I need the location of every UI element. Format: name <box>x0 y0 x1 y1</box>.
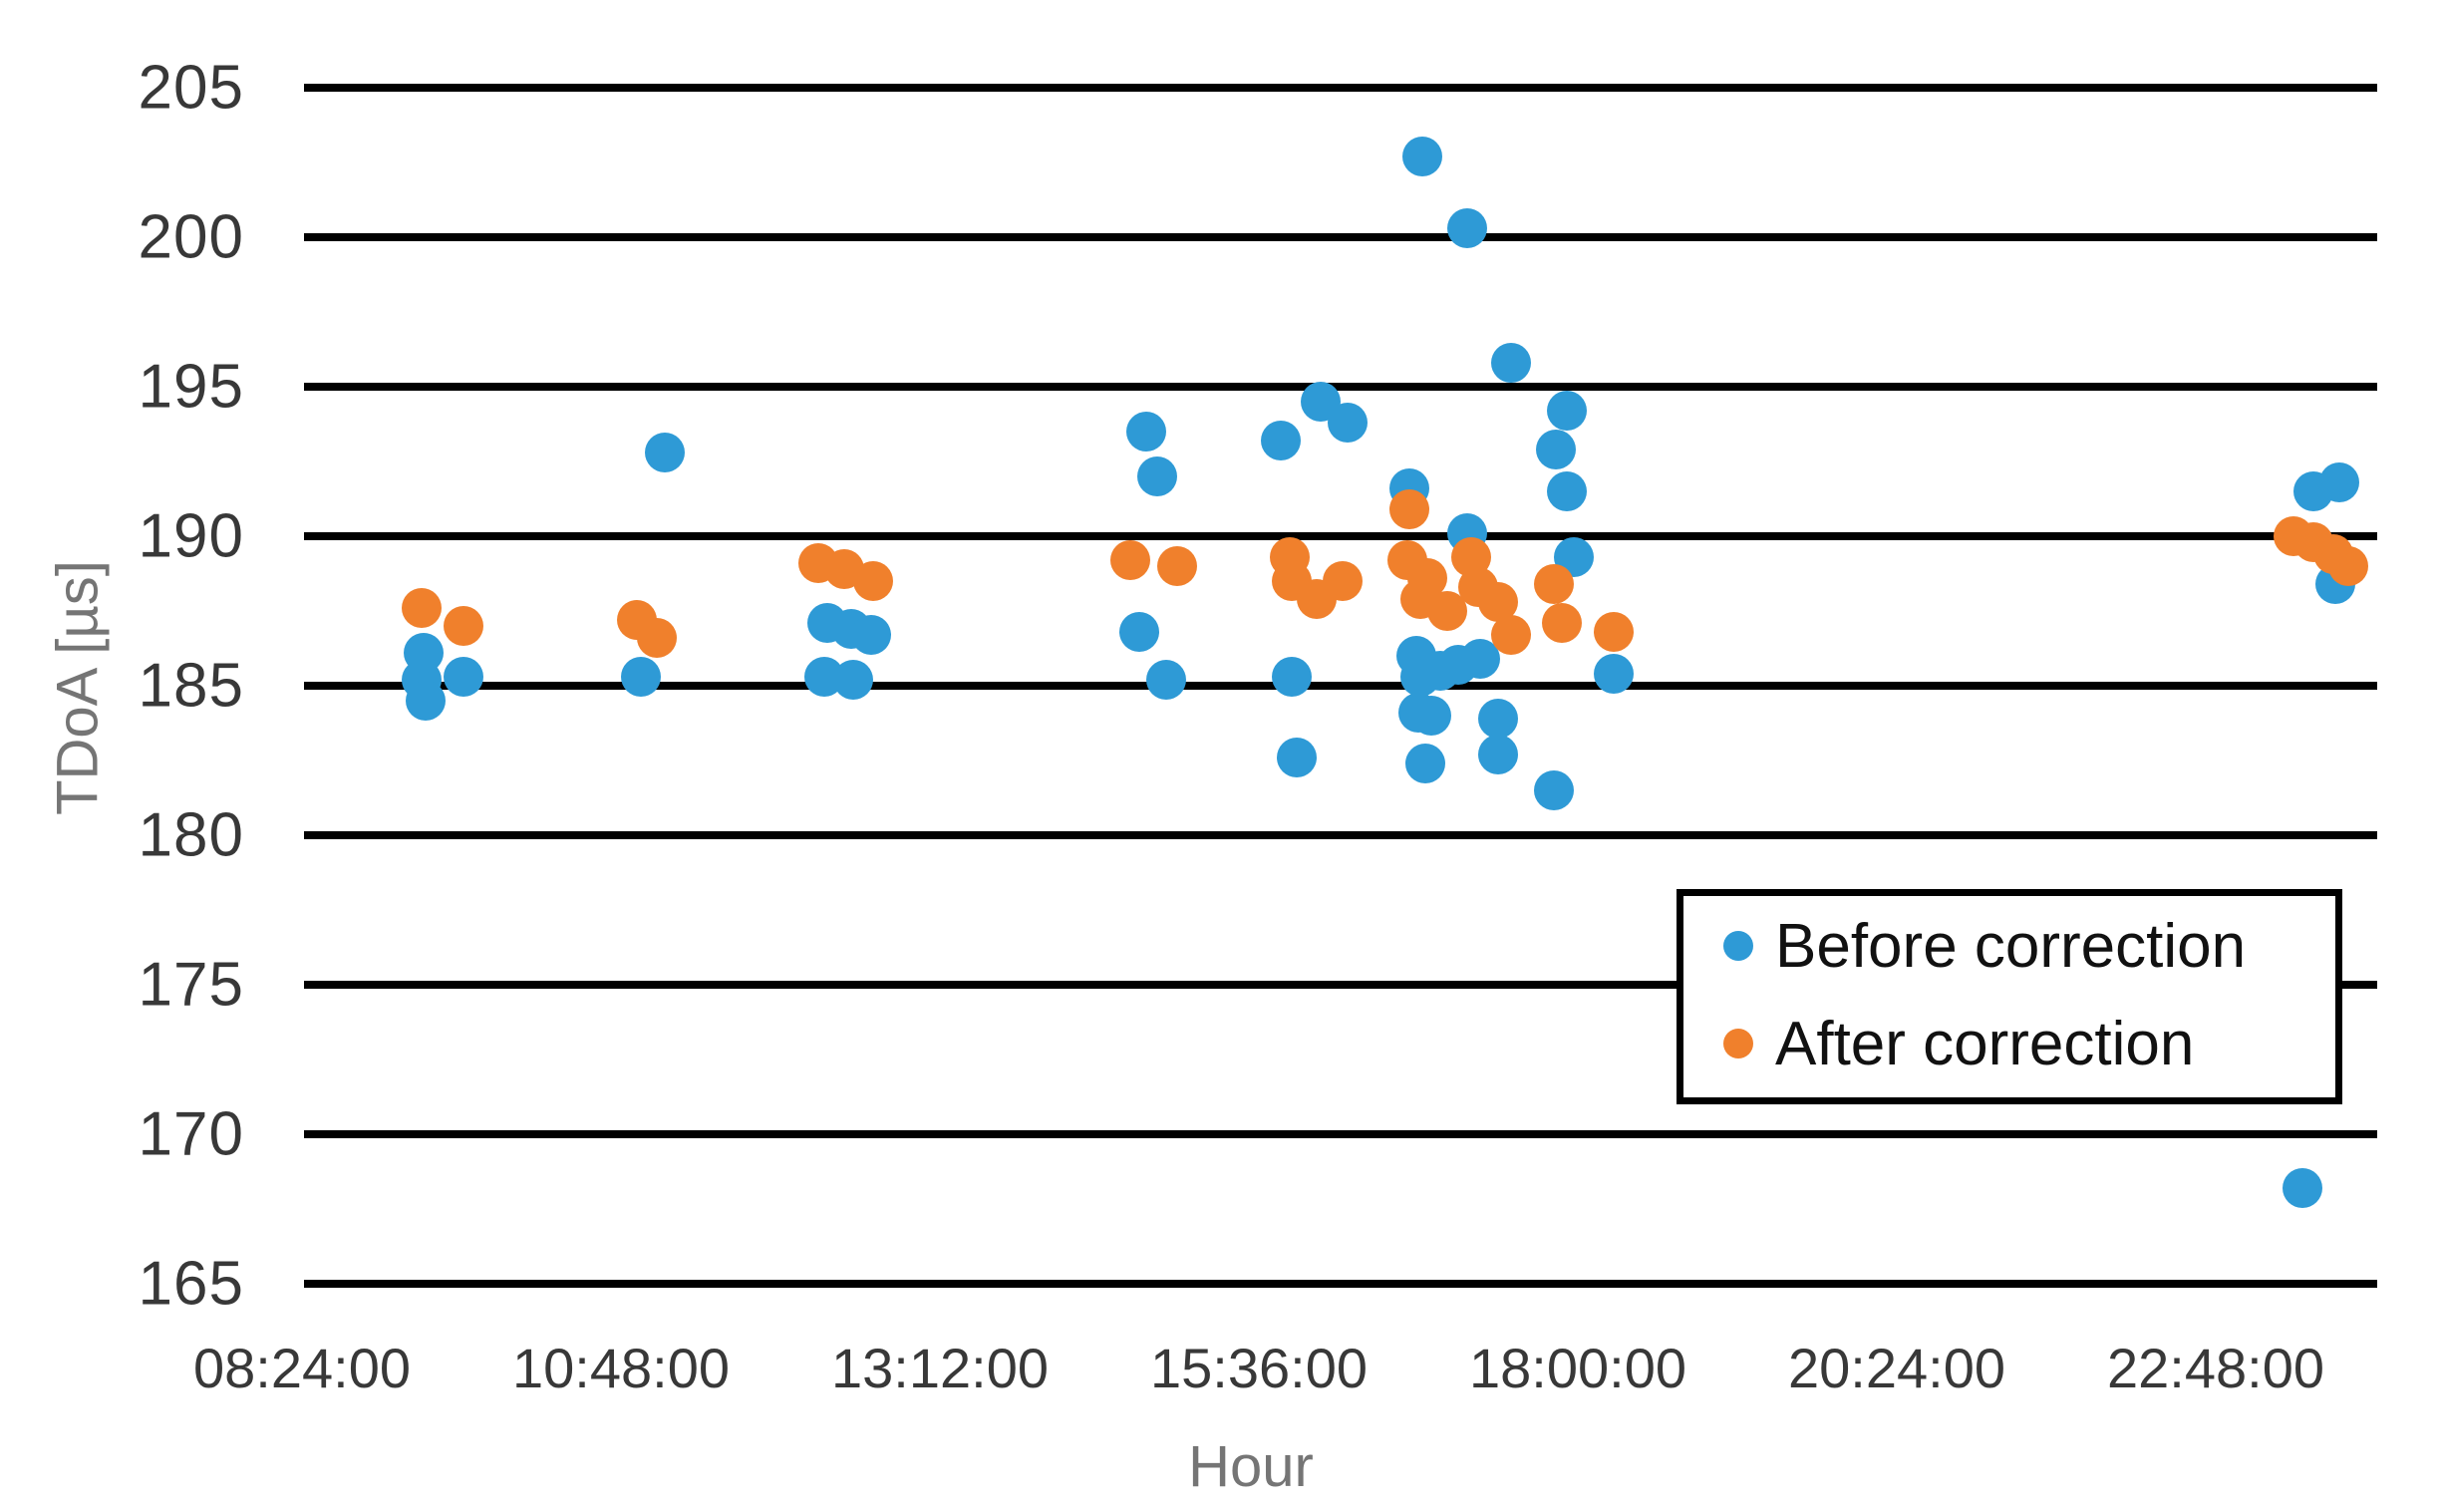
y-tick-label-185: 185 <box>138 651 244 721</box>
y-tick-label-180: 180 <box>138 800 244 870</box>
data-point-after <box>1593 612 1634 652</box>
data-point-before <box>2282 1168 2322 1208</box>
after-correction-marker-icon <box>1723 1029 1753 1058</box>
data-point-after <box>402 588 442 628</box>
x-tick-label-10-48-00: 10:48:00 <box>512 1337 730 1399</box>
gridline-y-205 <box>304 84 2377 92</box>
y-tick-label-200: 200 <box>138 202 244 272</box>
x-tick-label-18-00-00: 18:00:00 <box>1469 1337 1686 1399</box>
data-point-after <box>1389 489 1430 529</box>
x-tick-label-20-24-00: 20:24:00 <box>1788 1337 2005 1399</box>
gridline-y-185 <box>304 682 2377 690</box>
gridline-y-200 <box>304 233 2377 241</box>
x-tick-label-08-24-00: 08:24:00 <box>193 1337 411 1399</box>
legend: Before correction After correction <box>1677 889 2342 1104</box>
x-axis-title: Hour <box>1188 1434 1314 1499</box>
gridline-y-175 <box>304 981 2377 989</box>
data-point-before <box>621 657 661 697</box>
data-point-after <box>1156 546 1197 586</box>
data-point-before <box>851 615 892 655</box>
data-point-before <box>833 660 874 700</box>
data-point-before <box>1478 735 1518 774</box>
x-tick-label-13-12-00: 13:12:00 <box>831 1337 1049 1399</box>
data-point-before <box>1125 412 1166 452</box>
gridline-y-180 <box>304 831 2377 839</box>
data-point-before <box>444 657 484 697</box>
gridline-y-190 <box>304 532 2377 540</box>
legend-entry-before: Before correction <box>1683 912 2246 981</box>
y-tick-label-195: 195 <box>138 352 244 422</box>
data-point-before <box>1446 208 1487 248</box>
data-point-before <box>1145 660 1186 700</box>
data-point-before <box>645 433 686 472</box>
data-point-after <box>1491 615 1532 655</box>
data-point-before <box>1411 696 1452 736</box>
data-point-before <box>1546 471 1587 511</box>
data-point-before <box>1119 612 1159 652</box>
gridline-y-170 <box>304 1130 2377 1138</box>
data-point-before <box>1533 770 1574 810</box>
data-point-after <box>636 618 677 658</box>
data-point-after <box>1542 603 1583 643</box>
gridline-y-165 <box>304 1280 2377 1288</box>
gridline-y-195 <box>304 383 2377 391</box>
data-point-after <box>1533 564 1574 604</box>
legend-label-before: Before correction <box>1775 911 2247 981</box>
data-point-before <box>1402 137 1443 176</box>
data-point-before <box>1478 699 1518 739</box>
data-point-before <box>406 681 447 721</box>
x-tick-label-22-48-00: 22:48:00 <box>2107 1337 2324 1399</box>
before-correction-marker-icon <box>1723 931 1753 961</box>
data-point-before <box>1261 421 1302 460</box>
data-point-before <box>1276 738 1317 777</box>
data-point-before <box>2319 462 2360 502</box>
y-tick-label-205: 205 <box>138 53 244 123</box>
data-point-before <box>1136 456 1177 496</box>
data-point-before <box>1327 403 1368 443</box>
y-tick-label-175: 175 <box>138 950 244 1020</box>
data-point-after <box>1110 540 1151 580</box>
data-point-after <box>444 606 484 646</box>
x-tick-label-15-36-00: 15:36:00 <box>1150 1337 1368 1399</box>
y-axis-title: TDoA [µs] <box>45 560 111 815</box>
data-point-before <box>1491 343 1532 383</box>
data-point-before <box>1535 430 1576 469</box>
data-point-before <box>1593 654 1634 694</box>
data-point-after <box>853 561 894 601</box>
legend-entry-after: After correction <box>1683 1010 2194 1078</box>
legend-label-after: After correction <box>1775 1009 2195 1078</box>
data-point-before <box>1404 744 1445 783</box>
y-tick-label-165: 165 <box>138 1249 244 1319</box>
y-tick-label-190: 190 <box>138 501 244 571</box>
data-point-before <box>404 633 445 673</box>
data-point-after <box>1323 561 1364 601</box>
y-tick-label-170: 170 <box>138 1099 244 1169</box>
data-point-before <box>1272 657 1313 697</box>
data-point-after <box>2328 546 2369 586</box>
data-point-before <box>1546 391 1587 431</box>
